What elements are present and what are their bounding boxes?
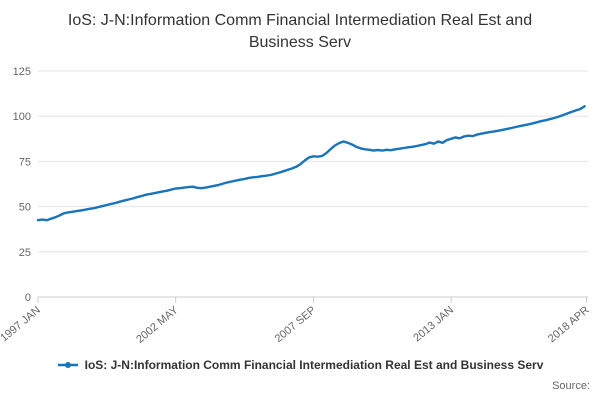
y-axis-tick-label: 50	[19, 202, 31, 214]
y-axis-tick-label: 100	[13, 111, 31, 123]
y-axis-tick-label: 25	[19, 247, 31, 259]
legend-label: IoS: J-N:Information Comm Financial Inte…	[84, 358, 544, 372]
x-axis-tick-label: 2007 SEP	[273, 304, 319, 345]
x-axis-tick-label: 2013 JAN	[411, 304, 456, 344]
x-axis-tick-label: 1997 JAN	[0, 304, 43, 344]
y-axis-tick-label: 0	[25, 292, 31, 304]
data-series-line[interactable]	[36, 105, 586, 222]
x-axis-tick-label: 2002 MAY	[134, 304, 181, 346]
legend-line-marker-icon	[57, 362, 78, 368]
y-axis-tick-label: 75	[19, 157, 31, 169]
x-axis-tick-label: 2018 APR	[546, 304, 592, 345]
y-axis-tick-label: 125	[13, 66, 31, 78]
legend-item[interactable]: IoS: J-N:Information Comm Financial Inte…	[57, 358, 544, 372]
line-chart-plot-area: 0 25 50 75 100 125 1997 JAN 2002 MAY 2007 SEP 201…	[0, 66, 592, 346]
chart-title: IoS: J-N:Information Comm Financial Inte…	[67, 12, 533, 51]
source-label: Source:	[552, 380, 590, 392]
legend: IoS: J-N:Information Comm Financial Inte…	[0, 358, 600, 372]
